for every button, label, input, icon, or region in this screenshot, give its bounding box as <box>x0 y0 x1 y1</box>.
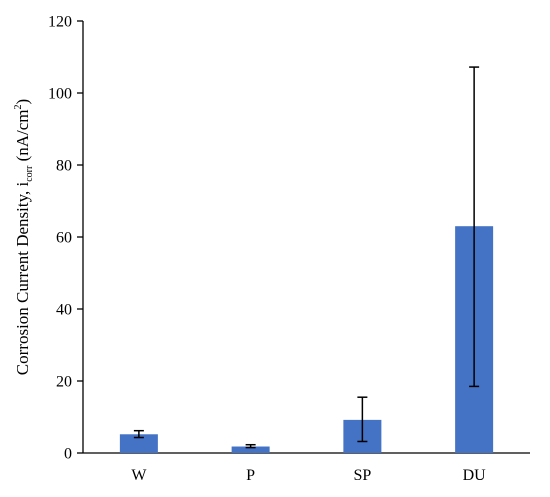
bars-group <box>119 226 494 453</box>
y-tick-label: 60 <box>56 230 72 247</box>
x-tick-label-sp: SP <box>353 467 371 484</box>
error-bars-group <box>133 66 480 449</box>
y-axis-ticks: 0 20 40 60 80 100 120 <box>48 14 83 463</box>
error-bar-p <box>245 443 256 449</box>
y-tick-label: 40 <box>56 302 72 319</box>
y-tick-label: 20 <box>56 374 72 391</box>
y-tick-label: 100 <box>48 86 72 103</box>
x-tick-label-w: W <box>131 467 147 484</box>
error-bar-du <box>469 66 480 388</box>
y-tick-label: 120 <box>48 14 72 31</box>
y-tick-label: 0 <box>64 446 72 463</box>
bar-p <box>231 446 270 453</box>
y-tick-label: 80 <box>56 158 72 175</box>
y-axis-label: Corrosion Current Density, icorr (nA/cm2… <box>13 99 35 375</box>
error-bar-sp <box>357 396 368 443</box>
error-bar-w <box>133 429 144 439</box>
x-tick-label-p: P <box>246 467 255 484</box>
bar-w <box>119 434 158 453</box>
x-axis-tick-labels: W P SP DU <box>131 467 486 484</box>
x-tick-label-du: DU <box>463 467 487 484</box>
